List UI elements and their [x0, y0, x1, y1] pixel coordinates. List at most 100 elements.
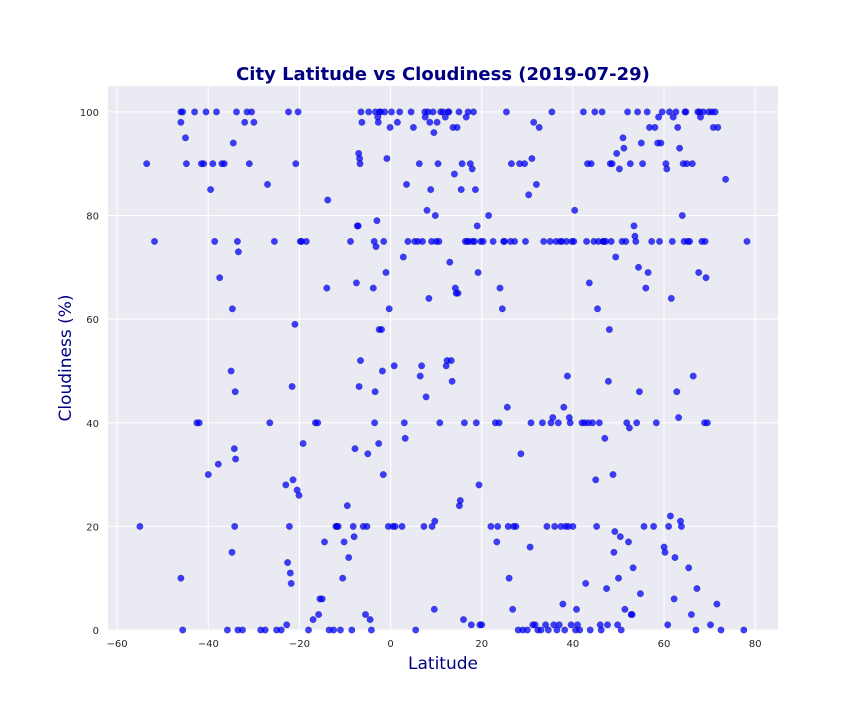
data-point: [321, 538, 329, 546]
data-point: [713, 600, 721, 608]
data-point: [688, 160, 696, 168]
data-point: [685, 564, 693, 572]
data-point: [629, 564, 637, 572]
data-point: [136, 522, 144, 530]
data-point: [566, 419, 574, 427]
data-point: [567, 621, 575, 629]
data-point: [143, 160, 151, 168]
data-point: [711, 108, 719, 116]
data-point: [615, 165, 623, 173]
data-point: [538, 419, 546, 427]
data-point: [611, 528, 619, 536]
data-point: [343, 502, 351, 510]
data-point: [512, 522, 520, 530]
data-point: [554, 419, 562, 427]
data-point: [714, 123, 722, 131]
data-point: [523, 626, 531, 634]
data-point: [589, 419, 597, 427]
data-point: [191, 108, 199, 116]
data-point: [489, 237, 497, 245]
data-point: [597, 626, 605, 634]
data-point: [592, 476, 600, 484]
data-point: [422, 393, 430, 401]
data-point: [369, 284, 377, 292]
data-point: [428, 522, 436, 530]
data-point: [409, 123, 417, 131]
data-point: [637, 139, 645, 147]
data-point: [740, 626, 748, 634]
data-point: [528, 154, 536, 162]
x-tick-label: −20: [289, 639, 310, 650]
data-point: [613, 149, 621, 157]
data-point: [283, 621, 291, 629]
data-point: [560, 403, 568, 411]
data-point: [204, 471, 212, 479]
data-point: [692, 626, 700, 634]
data-point: [227, 367, 235, 375]
data-point: [701, 237, 709, 245]
data-point: [232, 455, 240, 463]
data-point: [707, 621, 715, 629]
data-point: [349, 522, 357, 530]
data-point: [330, 626, 338, 634]
data-point: [686, 237, 694, 245]
data-point: [209, 160, 217, 168]
data-point: [266, 419, 274, 427]
data-point: [415, 160, 423, 168]
data-point: [648, 237, 656, 245]
y-tick-label: 0: [93, 626, 99, 637]
data-point: [378, 367, 386, 375]
data-point: [616, 533, 624, 541]
data-point: [453, 123, 461, 131]
data-point: [478, 621, 486, 629]
data-point: [388, 108, 396, 116]
data-point: [697, 113, 705, 121]
data-point: [407, 108, 415, 116]
data-point: [231, 522, 239, 530]
data-point: [485, 211, 493, 219]
data-point: [212, 108, 220, 116]
y-tick-label: 60: [86, 315, 99, 326]
data-point: [430, 605, 438, 613]
data-point: [676, 144, 684, 152]
data-point: [507, 160, 515, 168]
data-point: [651, 123, 659, 131]
data-point: [542, 621, 550, 629]
data-point: [372, 243, 380, 251]
data-point: [569, 522, 577, 530]
x-tick-label: 20: [475, 639, 488, 650]
data-point: [182, 160, 190, 168]
data-point: [687, 611, 695, 619]
data-point: [181, 134, 189, 142]
data-point: [334, 522, 342, 530]
data-point: [593, 522, 601, 530]
data-point: [677, 522, 685, 530]
data-point: [289, 476, 297, 484]
data-point: [625, 424, 633, 432]
data-point: [220, 160, 228, 168]
data-point: [487, 522, 495, 530]
data-point: [622, 237, 630, 245]
data-point: [619, 134, 627, 142]
x-tick-label: −60: [107, 639, 128, 650]
data-point: [570, 237, 578, 245]
data-point: [455, 108, 463, 116]
data-point: [294, 108, 302, 116]
data-point: [456, 497, 464, 505]
data-point: [665, 522, 673, 530]
data-point: [603, 585, 611, 593]
data-point: [318, 595, 326, 603]
data-point: [526, 543, 534, 551]
data-point: [615, 574, 623, 582]
data-point: [441, 113, 449, 121]
data-point: [419, 237, 427, 245]
data-point: [379, 471, 387, 479]
data-point: [502, 108, 510, 116]
data-point: [230, 445, 238, 453]
data-point: [458, 160, 466, 168]
data-point: [717, 626, 725, 634]
data-point: [661, 548, 669, 556]
data-point: [673, 388, 681, 396]
data-point: [703, 419, 711, 427]
data-point: [179, 108, 187, 116]
